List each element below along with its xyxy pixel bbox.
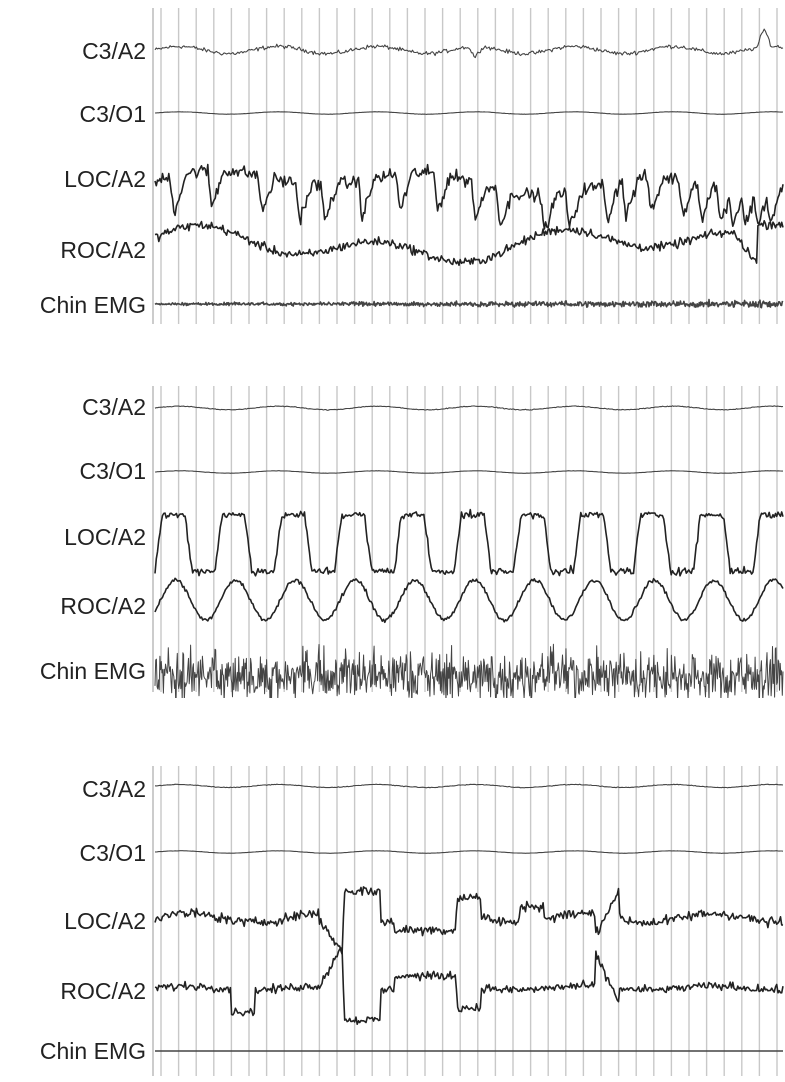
channel-label-c3-a2: C3/A2 [82, 38, 146, 64]
trace-area-1 [152, 8, 784, 324]
channel-label-c3-o1: C3/O1 [79, 840, 146, 866]
channel-label-loc-a2: LOC/A2 [64, 166, 146, 192]
trace-c3-o1 [154, 850, 784, 854]
channel-label-c3-o1: C3/O1 [79, 101, 146, 127]
channel-label-c3-a2: C3/A2 [82, 776, 146, 802]
trace-c3-a2 [154, 783, 784, 789]
trace-roc-a2 [154, 220, 784, 266]
panel-3: C3/A2 C3/O1 LOC/A2 ROC/A2 Chin EMG [0, 758, 785, 1082]
channel-label-chin-emg: Chin EMG [39, 658, 146, 684]
trace-loc-a2 [154, 886, 784, 955]
trace-roc-a2 [154, 947, 784, 1025]
trace-c3-o1 [154, 470, 783, 474]
trace-area-2 [152, 386, 784, 698]
panel-2: C3/A2 C3/O1 LOC/A2 ROC/A2 Chin EMG [0, 378, 785, 698]
channel-label-c3-o1: C3/O1 [79, 458, 146, 484]
trace-c3-a2 [154, 28, 784, 59]
trace-chin-emg [154, 643, 784, 698]
channel-label-chin-emg: Chin EMG [39, 1038, 146, 1064]
grid-lines [160, 386, 778, 692]
channel-label-roc-a2: ROC/A2 [60, 978, 146, 1004]
trace-c3-a2 [154, 405, 784, 411]
trace-roc-a2 [154, 577, 784, 624]
channel-label-chin-emg: Chin EMG [39, 292, 146, 318]
channel-label-c3-a2: C3/A2 [82, 394, 146, 420]
channel-label-roc-a2: ROC/A2 [60, 593, 146, 619]
trace-area-3 [152, 766, 784, 1076]
trace-c3-o1 [154, 111, 784, 115]
grid-lines [160, 8, 778, 324]
trace-chin-emg [154, 298, 784, 309]
trace-loc-a2 [154, 508, 784, 577]
channel-label-loc-a2: LOC/A2 [64, 524, 146, 550]
channel-label-roc-a2: ROC/A2 [60, 237, 146, 263]
trace-loc-a2 [154, 163, 784, 230]
channel-label-loc-a2: LOC/A2 [64, 908, 146, 934]
panel-1: C3/A2 C3/O1 LOC/A2 ROC/A2 Chin EMG [0, 0, 785, 330]
